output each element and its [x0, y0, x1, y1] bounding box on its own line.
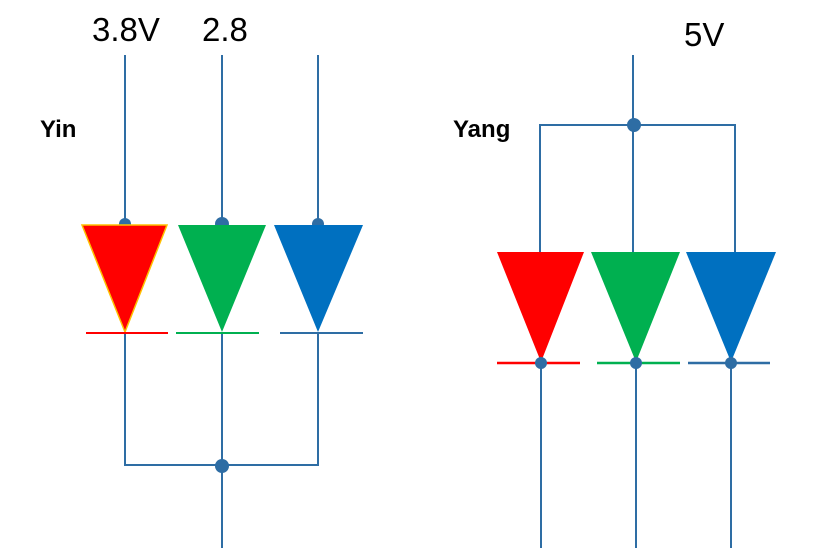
blue-led-triangle — [686, 252, 776, 362]
junction-dot — [215, 459, 229, 473]
voltage-label-common: 5V — [684, 16, 724, 53]
green-led-triangle — [591, 252, 680, 362]
yin-wires — [124, 55, 319, 548]
yin-circuit — [80, 55, 363, 548]
junction-dot — [535, 357, 547, 369]
red-led-triangle — [80, 224, 169, 335]
red-led-triangle — [497, 252, 584, 362]
voltage-label-red: 3.8V — [92, 11, 160, 48]
junction-dot — [630, 357, 642, 369]
junction-dot — [627, 118, 641, 132]
blue-led-triangle — [274, 225, 363, 332]
yang-label: Yang — [453, 116, 510, 143]
voltage-label-green: 2.8 — [202, 11, 248, 48]
green-led-triangle — [178, 225, 266, 332]
yang-circuit — [497, 55, 776, 548]
yin-label: Yin — [40, 116, 76, 143]
junction-dot — [725, 357, 737, 369]
